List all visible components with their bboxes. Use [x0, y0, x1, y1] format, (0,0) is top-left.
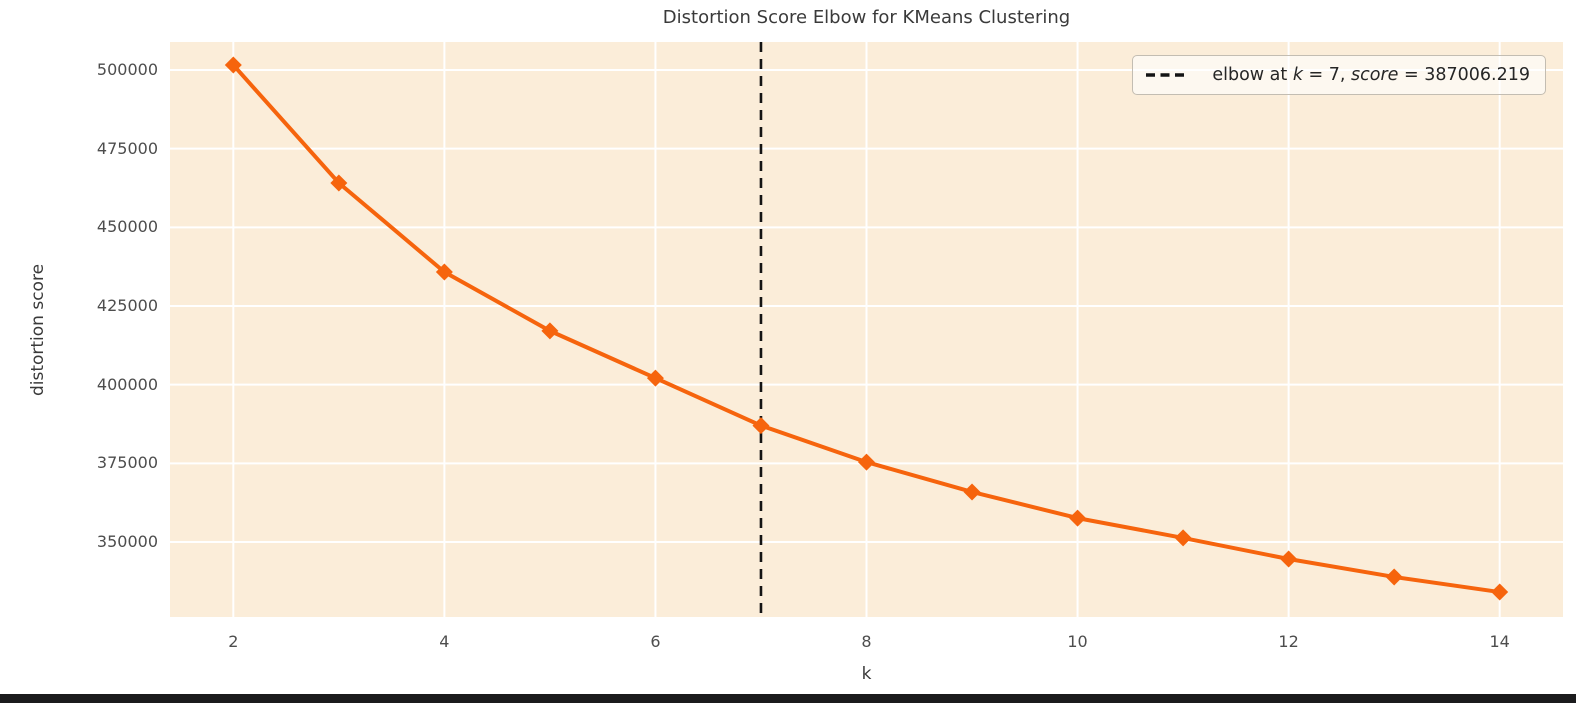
data-point-marker [1491, 583, 1509, 601]
x-tick-label: 4 [439, 632, 450, 651]
y-tick-label: 475000 [96, 138, 158, 158]
y-tick-label: 500000 [96, 60, 158, 79]
bottom-window-bar [0, 694, 1576, 703]
legend-label: elbow at k = 7, score = 387006.219 [1212, 65, 1530, 85]
data-point-marker [858, 453, 875, 471]
x-axis-label: k [861, 664, 872, 684]
data-point-marker [646, 369, 664, 387]
data-point-marker [1385, 568, 1403, 586]
data-point-marker [752, 417, 770, 435]
y-tick-label: 425000 [96, 296, 158, 315]
data-point-marker [224, 56, 242, 74]
data-point-marker [963, 483, 981, 501]
chart-title: Distortion Score Elbow for KMeans Cluste… [662, 7, 1071, 28]
x-tick-label: 6 [650, 632, 661, 651]
legend: elbow at k = 7, score = 387006.219 [1132, 55, 1546, 95]
y-tick-label: 350000 [96, 532, 158, 551]
x-tick-label: 2 [228, 632, 239, 651]
data-point-marker [435, 263, 453, 281]
x-tick-label: 8 [861, 632, 872, 651]
x-tick-label: 14 [1489, 632, 1510, 651]
data-point-marker [1069, 509, 1087, 527]
data-point-marker [1280, 550, 1298, 568]
data-point-marker [541, 322, 559, 340]
y-tick-label: 450000 [96, 217, 158, 237]
data-point-marker [1174, 529, 1192, 547]
plot-area [170, 42, 1563, 617]
data-point-marker [330, 174, 348, 192]
y-tick-label: 375000 [96, 453, 158, 473]
legend-dashed-line-icon [1146, 73, 1189, 77]
y-tick-label: 400000 [96, 374, 158, 394]
y-axis-label: distortion score [28, 263, 48, 397]
x-tick-label: 12 [1278, 632, 1299, 651]
x-tick-label: 10 [1067, 632, 1088, 651]
